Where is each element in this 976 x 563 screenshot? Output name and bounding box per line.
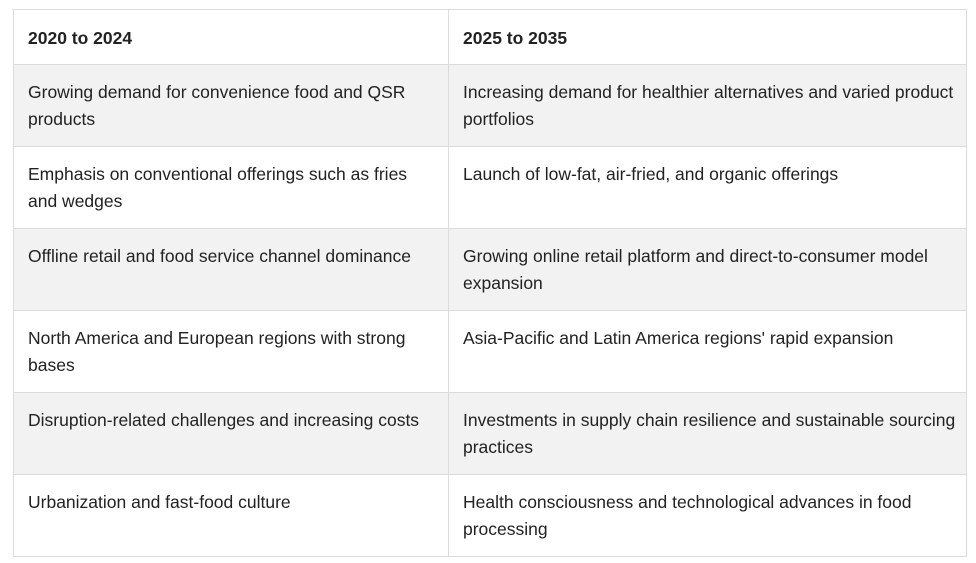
table-row: North America and European regions with … [13, 310, 967, 393]
table-cell: Growing demand for convenience food and … [13, 64, 449, 147]
table-cell: Asia-Pacific and Latin America regions' … [448, 310, 967, 393]
table-row: Emphasis on conventional offerings such … [13, 146, 967, 229]
column-header-2025-2035: 2025 to 2035 [448, 9, 967, 65]
table-header-row: 2020 to 2024 2025 to 2035 [13, 9, 967, 65]
table-row: Disruption-related challenges and increa… [13, 392, 967, 475]
table-row: Offline retail and food service channel … [13, 228, 967, 311]
table-cell: Increasing demand for healthier alternat… [448, 64, 967, 147]
table-cell: Emphasis on conventional offerings such … [13, 146, 449, 229]
table-cell: Health consciousness and technological a… [448, 474, 967, 557]
column-header-2020-2024: 2020 to 2024 [13, 9, 449, 65]
table-cell: Urbanization and fast-food culture [13, 474, 449, 557]
table-row: Urbanization and fast-food culture Healt… [13, 474, 967, 557]
table-cell: Offline retail and food service channel … [13, 228, 449, 311]
table-row: Growing demand for convenience food and … [13, 64, 967, 147]
table-cell: Investments in supply chain resilience a… [448, 392, 967, 475]
comparison-table-container: 2020 to 2024 2025 to 2035 Growing demand… [13, 9, 967, 557]
table-cell: Disruption-related challenges and increa… [13, 392, 449, 475]
table-cell: Growing online retail platform and direc… [448, 228, 967, 311]
table-cell: Launch of low-fat, air-fried, and organi… [448, 146, 967, 229]
table-cell: North America and European regions with … [13, 310, 449, 393]
comparison-table: 2020 to 2024 2025 to 2035 Growing demand… [13, 9, 967, 557]
